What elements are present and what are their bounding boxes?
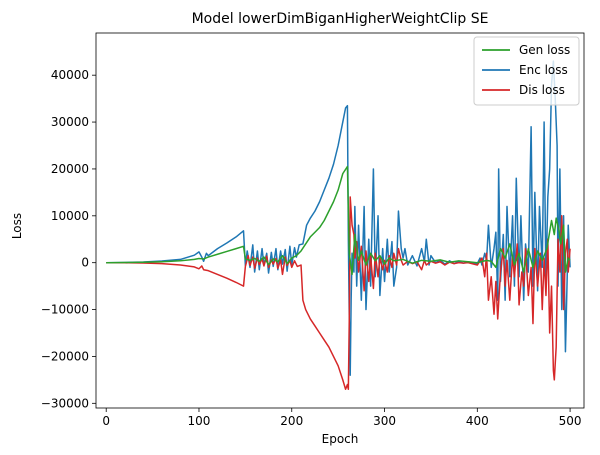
y-tick-label: 0 <box>81 256 89 270</box>
y-axis-ticks: −30000 −20000 −10000 0 10000 20000 30000 40000 <box>41 68 96 410</box>
series-layer <box>106 60 571 390</box>
chart-title: Model lowerDimBiganHigherWeightClip SE <box>192 11 489 27</box>
legend: Gen loss Enc loss Dis loss <box>473 36 580 106</box>
legend-box <box>473 36 580 106</box>
x-axis-label: Epoch <box>322 432 359 446</box>
x-tick-label: 300 <box>373 414 396 428</box>
legend-label: Enc loss <box>519 63 568 77</box>
x-tick-label: 400 <box>466 414 489 428</box>
plot-frame <box>95 32 585 409</box>
x-axis-ticks: 0 100 200 300 400 500 <box>102 408 582 428</box>
x-tick-label: 500 <box>559 414 582 428</box>
y-axis-label: Loss <box>10 213 24 239</box>
y-tick-label: 10000 <box>51 209 89 223</box>
y-tick-label: −30000 <box>41 396 89 410</box>
y-tick-label: −20000 <box>41 349 89 363</box>
y-tick-label: 30000 <box>51 115 89 129</box>
y-tick-label: 20000 <box>51 162 89 176</box>
legend-label: Dis loss <box>519 83 565 97</box>
x-tick-label: 0 <box>102 414 110 428</box>
y-tick-label: −10000 <box>41 303 89 317</box>
x-tick-label: 200 <box>280 414 303 428</box>
series-line-dis-loss <box>106 196 571 390</box>
series-line-gen-loss <box>106 165 571 276</box>
x-tick-label: 100 <box>188 414 211 428</box>
legend-label: Gen loss <box>519 43 570 57</box>
plot-area <box>95 32 585 409</box>
y-tick-label: 40000 <box>51 68 89 82</box>
